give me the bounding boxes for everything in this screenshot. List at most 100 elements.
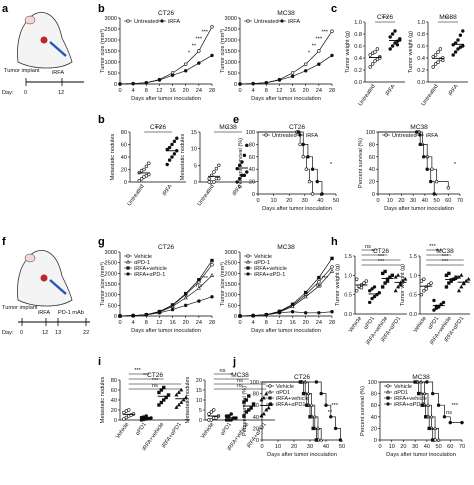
data-point	[317, 311, 321, 315]
x-tick-label: 0	[376, 198, 379, 204]
significance-label: ***	[321, 276, 328, 282]
chart-title: CT26	[158, 244, 174, 251]
data-point	[461, 44, 465, 48]
data-point	[423, 415, 428, 419]
data-point	[373, 50, 377, 54]
x-tick-label: 20	[183, 320, 189, 326]
data-point	[456, 38, 460, 42]
significance-label: ns	[365, 244, 371, 250]
y-tick-label: 1000	[105, 60, 117, 66]
legend-marker	[246, 254, 250, 258]
data-point	[330, 310, 334, 314]
category-label: Untreated	[197, 184, 216, 208]
data-point	[162, 398, 166, 402]
significance-label: ns	[316, 283, 322, 289]
significance-label: *	[230, 373, 233, 379]
y-tick-label: 40	[253, 415, 259, 421]
series-line	[258, 131, 313, 194]
y-tick-label: 20	[111, 408, 117, 414]
y-tick-label: 20	[369, 180, 375, 186]
y-tick-label: 0.4	[417, 56, 425, 62]
data-point	[378, 56, 382, 60]
data-point	[390, 44, 395, 48]
y-tick-label: 2500	[225, 27, 237, 33]
data-point	[181, 397, 186, 402]
y-tick-label: 2000	[105, 271, 117, 277]
series-line	[239, 311, 333, 317]
y-tick-label: 15	[196, 388, 202, 394]
data-point	[137, 179, 141, 183]
x-tick-label: 20	[303, 88, 309, 94]
schema-f-implant: Tumor implant	[2, 305, 38, 311]
data-point	[290, 71, 295, 75]
y-tick-label: 2500	[105, 261, 117, 267]
x-tick-label: 16	[289, 88, 295, 94]
data-point	[453, 50, 458, 54]
y-tick-label: 0.8	[417, 32, 425, 38]
x-tick-label: 8	[265, 88, 268, 94]
legend-marker	[126, 254, 130, 258]
data-point	[157, 311, 162, 315]
y-tick-label: 20	[253, 426, 259, 432]
data-point	[157, 403, 161, 407]
data-point	[319, 437, 324, 442]
significance-label: ***	[321, 29, 328, 35]
data-point	[174, 392, 179, 397]
data-point	[261, 395, 266, 400]
significance-label: ***	[435, 249, 442, 255]
chart-b2: 0 500 1000 1500 2000 2500 3000 Tumor size (mm³)…	[220, 10, 335, 102]
data-point	[432, 308, 436, 312]
significance-label: *	[227, 126, 230, 132]
legend-label: iRFA+αPD-1	[254, 272, 285, 278]
data-point	[167, 145, 172, 150]
data-point	[249, 406, 253, 410]
x-tick-label: 0	[260, 444, 263, 450]
data-point	[433, 53, 438, 57]
data-point	[416, 391, 421, 396]
y-tick-label: 100	[250, 380, 259, 386]
y-tick-label: 0	[194, 180, 197, 186]
significance-label: ***	[445, 16, 452, 22]
data-point	[431, 438, 435, 442]
data-point	[159, 400, 164, 405]
y-tick-label: 2500	[225, 261, 237, 267]
data-point	[176, 390, 181, 394]
x-tick-label: 30	[412, 444, 418, 450]
data-point	[197, 278, 201, 282]
chart-title: CT26	[294, 374, 310, 381]
data-point	[207, 176, 211, 181]
data-point	[324, 403, 328, 407]
legend-label: iRFA+vehicle	[276, 396, 309, 402]
x-tick-label: 0	[238, 88, 241, 94]
y-tick-label: 0.5	[409, 293, 417, 299]
significance-label: **	[328, 410, 333, 416]
data-point	[264, 391, 269, 396]
y-tick-label: 40	[369, 167, 375, 173]
chart-g1: 0 500 1000 1500 2000 2500 3000 Tumor size (mm³)…	[100, 244, 215, 334]
y-tick-label: 0.8	[354, 32, 362, 38]
y-tick-label: 500	[108, 303, 117, 309]
y-axis-label: Metastatic nodules	[180, 133, 186, 180]
schema-a-d12: 12	[58, 90, 64, 96]
data-point	[170, 307, 175, 312]
data-point	[217, 163, 221, 168]
data-point	[144, 313, 148, 317]
data-point	[301, 142, 305, 147]
y-tick-label: 0	[256, 438, 259, 444]
y-tick-label: 80	[369, 142, 375, 148]
data-point	[122, 417, 126, 421]
significance-label: ***	[152, 378, 159, 384]
data-point	[359, 286, 364, 290]
y-tick-label: 0.0	[417, 80, 425, 86]
legend-label: iRFA+vehicle	[394, 396, 427, 402]
x-tick-label: 16	[169, 320, 175, 326]
chart-title: MC38	[219, 124, 237, 131]
legend-marker	[386, 389, 390, 394]
legend-marker	[384, 133, 388, 137]
data-point	[237, 176, 242, 181]
chart-title: MC38	[439, 14, 457, 21]
legend-marker	[126, 19, 130, 23]
data-point	[370, 287, 374, 291]
data-point	[425, 380, 429, 384]
